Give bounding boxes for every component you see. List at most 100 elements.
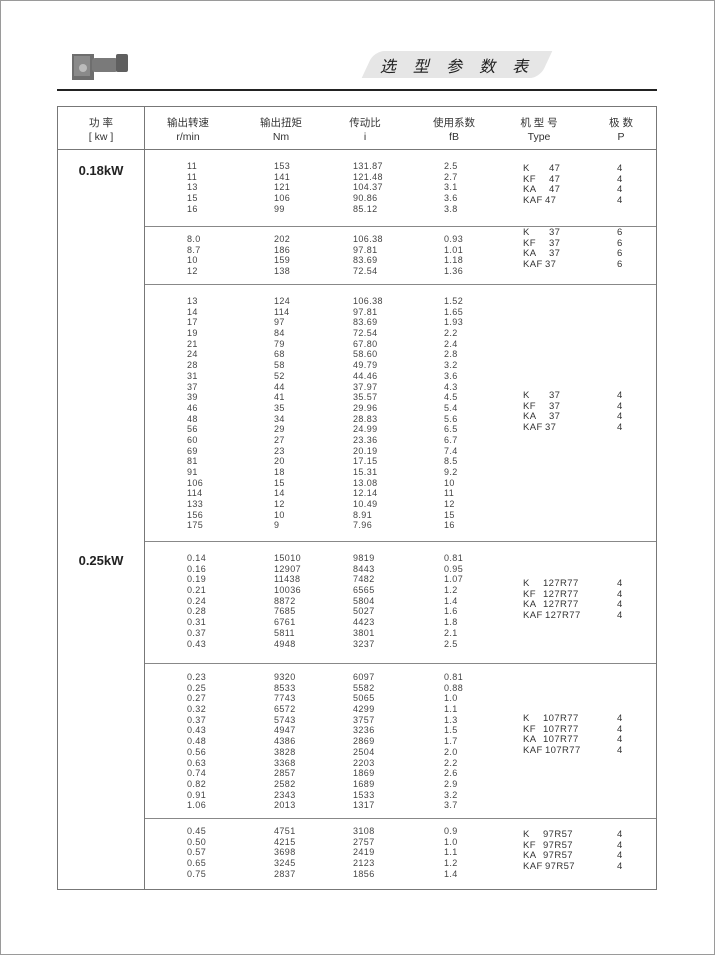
service-factor-cell: 3.1 bbox=[444, 182, 458, 193]
type-row: KAF 37 4 bbox=[523, 422, 643, 434]
speed-cell: 8.7 bbox=[187, 244, 201, 255]
type-row: KA 97R57 4 bbox=[523, 851, 643, 862]
torque-cell: 124 bbox=[274, 296, 291, 306]
type-row: KF 107R77 4 bbox=[523, 724, 643, 736]
service-factor-cell: 5.6 bbox=[444, 413, 458, 424]
type-size: 37 bbox=[549, 237, 561, 249]
header-en: r/min bbox=[176, 131, 200, 143]
ratio-cell: 37.97 bbox=[353, 381, 378, 392]
torque-cell: 4751 bbox=[274, 826, 296, 836]
ratio-cell: 7482 bbox=[353, 574, 375, 585]
torque-cell: 10 bbox=[274, 509, 285, 520]
speed-cell: 0.24 bbox=[187, 595, 207, 606]
service-factor-cell: 0.81 bbox=[444, 672, 464, 682]
ratio-cell: 97.81 bbox=[353, 244, 378, 255]
torque-cell: 3245 bbox=[274, 858, 296, 869]
speed-cell: 12 bbox=[187, 266, 198, 277]
type-row: K 37 4 bbox=[523, 390, 643, 402]
torque-cell: 23 bbox=[274, 445, 285, 456]
service-factor-cell: 7.4 bbox=[444, 445, 458, 456]
type-size: 37 bbox=[549, 411, 561, 423]
ratio-cell: 4299 bbox=[353, 704, 375, 715]
service-factor-cell: 1.2 bbox=[444, 858, 458, 869]
torque-cell: 5811 bbox=[274, 627, 295, 638]
torque-cell: 4948 bbox=[274, 638, 296, 649]
torque-cell: 114 bbox=[274, 306, 290, 317]
ratio-cell: 17.15 bbox=[353, 456, 378, 467]
service-factor-cell: 16 bbox=[444, 520, 455, 531]
service-factor-cell: 3.7 bbox=[444, 800, 458, 811]
torque-cell: 141 bbox=[274, 171, 291, 182]
type-row: K 37 6 bbox=[523, 227, 643, 239]
speed-cell: 0.56 bbox=[187, 746, 207, 757]
ratio-cell: 2123 bbox=[353, 858, 375, 869]
speed-cell: 0.23 bbox=[187, 672, 207, 682]
pole-count: 4 bbox=[617, 850, 623, 862]
pole-count: 4 bbox=[617, 400, 623, 412]
ratio-cell: 1689 bbox=[353, 778, 375, 789]
service-factor-cell: 3.8 bbox=[444, 203, 458, 214]
pole-count: 6 bbox=[617, 259, 623, 271]
service-factor-cell: 2.8 bbox=[444, 349, 458, 360]
type-list: K 37 6 KF 37 6 KA 37 6 KAF 37 6 bbox=[523, 227, 643, 271]
ratio-cell: 3801 bbox=[353, 627, 375, 638]
type-size: 37 bbox=[549, 400, 561, 412]
type-prefix: KAF bbox=[523, 861, 543, 873]
type-size: 47 bbox=[549, 173, 561, 185]
torque-cell: 153 bbox=[274, 161, 291, 171]
service-factor-cell: 3.6 bbox=[444, 193, 458, 204]
service-factor-cell: 2.1 bbox=[444, 627, 458, 638]
power-label: 0.18kW bbox=[78, 163, 124, 178]
torque-cell: 138 bbox=[274, 266, 291, 277]
pole-count: 4 bbox=[617, 734, 623, 746]
speed-cell: 91 bbox=[187, 467, 198, 477]
type-size: 127R77 bbox=[543, 599, 579, 611]
type-row: K 97R57 4 bbox=[523, 829, 643, 841]
speed-cell: 81 bbox=[187, 456, 198, 467]
service-factor-cell: 1.5 bbox=[444, 725, 458, 736]
service-factor-cell: 1.1 bbox=[444, 847, 458, 858]
torque-cell: 12 bbox=[274, 499, 285, 510]
ratio-cell: 2419 bbox=[353, 847, 375, 858]
speed-cell: 15 bbox=[187, 193, 198, 204]
torque-cell: 15 bbox=[274, 477, 285, 488]
service-factor-cell: 1.8 bbox=[444, 617, 458, 628]
speed-cell: 31 bbox=[187, 370, 198, 381]
type-prefix: KAF bbox=[523, 195, 543, 207]
speed-cell: 0.43 bbox=[187, 725, 207, 736]
type-size: 47 bbox=[545, 195, 557, 207]
table-group: 8.0 202 106.38 0.93 8.7 186 97.81 1.01 10 159 83.6… bbox=[145, 226, 656, 285]
service-factor-cell: 1.52 bbox=[444, 296, 464, 306]
torque-cell: 84 bbox=[274, 328, 285, 339]
ratio-cell: 3236 bbox=[353, 725, 375, 736]
torque-cell: 34 bbox=[274, 413, 285, 424]
pole-count: 6 bbox=[617, 227, 623, 238]
type-prefix: KAF bbox=[523, 745, 543, 757]
type-list: K 127R77 4 KF 127R77 4 KA 127R77 4 KAF 127R77 4 bbox=[523, 578, 643, 622]
type-size: 107R77 bbox=[543, 734, 579, 746]
header-cn: 传动比 bbox=[349, 117, 381, 129]
type-prefix: KF bbox=[523, 400, 536, 412]
torque-cell: 3698 bbox=[274, 847, 296, 858]
ratio-cell: 58.60 bbox=[353, 349, 378, 360]
service-factor-cell: 2.9 bbox=[444, 778, 458, 789]
ratio-cell: 5027 bbox=[353, 606, 375, 617]
ratio-cell: 85.12 bbox=[353, 203, 378, 214]
ratio-cell: 72.54 bbox=[353, 266, 378, 277]
column-header-power: 功 率 [ kw ] bbox=[58, 116, 144, 144]
pole-count: 4 bbox=[617, 713, 623, 724]
service-factor-cell: 15 bbox=[444, 509, 455, 520]
type-list: K 97R57 4 KF 97R57 4 KA 97R57 4 KAF 97R57 4 bbox=[523, 829, 643, 873]
torque-cell: 18 bbox=[274, 467, 285, 477]
type-size: 97R57 bbox=[545, 861, 575, 873]
speed-cell: 0.48 bbox=[187, 736, 207, 747]
speed-cell: 106 bbox=[187, 477, 204, 488]
type-prefix: KA bbox=[523, 411, 537, 423]
speed-cell: 19 bbox=[187, 328, 198, 339]
torque-cell: 3828 bbox=[274, 746, 296, 757]
speed-cell: 0.75 bbox=[187, 868, 207, 879]
type-prefix: KF bbox=[523, 588, 536, 600]
torque-cell: 7743 bbox=[274, 693, 296, 704]
type-prefix: K bbox=[523, 578, 530, 589]
ratio-cell: 7.96 bbox=[353, 520, 373, 531]
